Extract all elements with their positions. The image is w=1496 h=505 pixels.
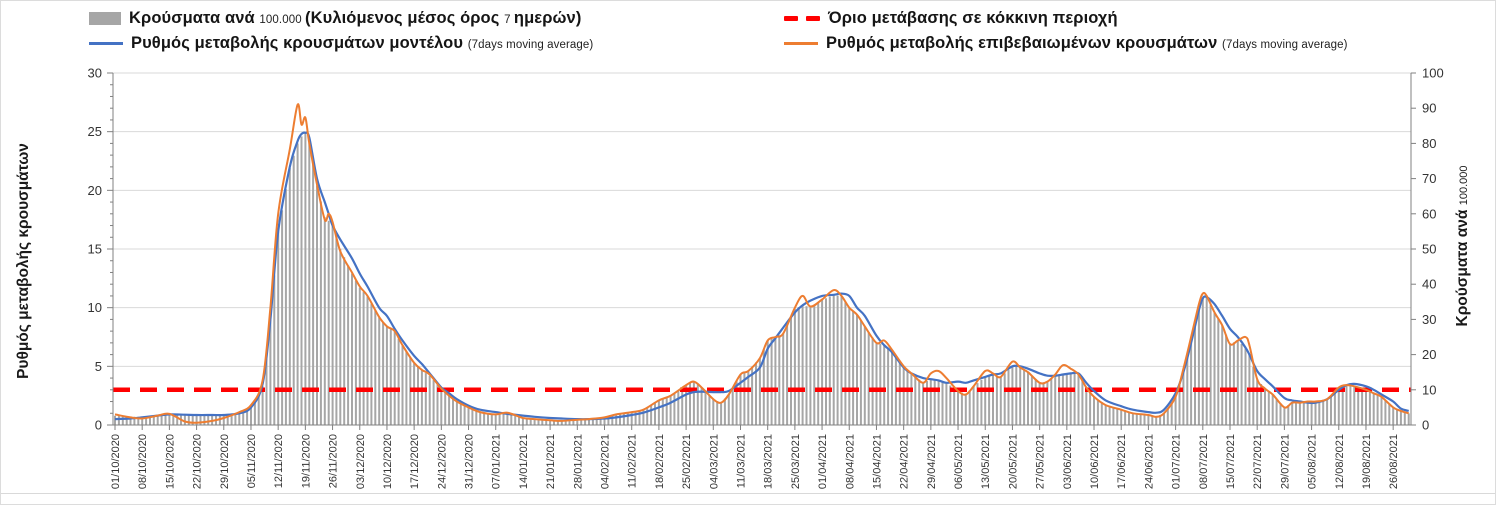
legend-item-model-line: Ρυθμός μεταβολής κρουσμάτων μοντέλου (7d… [89, 34, 593, 53]
x-axis-label: 12/11/2020 [273, 434, 285, 488]
confirmed-rate-line [114, 103, 1409, 424]
legend-label: Όριο μετάβασης σε κόκκινη περιοχή [828, 9, 1118, 27]
x-axis-label: 15/04/2021 [871, 434, 883, 489]
left-axis-tick-label: 20 [88, 183, 102, 198]
legend-item-confirmed-line: Ρυθμός μεταβολής επιβεβαιωμένων κρουσμάτ… [784, 34, 1348, 53]
gridlines [113, 72, 1411, 367]
x-axis-label: 13/05/2021 [980, 434, 992, 489]
x-axis-label: 04/03/2021 [708, 434, 720, 489]
left-axis-tick-label: 5 [95, 359, 102, 374]
left-axis-tick-label: 0 [95, 418, 102, 433]
x-axis-label: 05/11/2020 [246, 434, 258, 488]
right-axis-tick-label: 80 [1422, 136, 1436, 151]
left-axis-tick-label: 30 [88, 66, 102, 81]
right-axis-tick-label: 40 [1422, 277, 1436, 292]
legend-label: Ρυθμός μεταβολής κρουσμάτων μοντέλου (7d… [131, 34, 594, 52]
x-axis-label: 22/04/2021 [899, 434, 911, 489]
x-axis-label: 29/04/2021 [926, 434, 938, 489]
right-axis-tick-label: 10 [1422, 382, 1436, 397]
x-axis-label: 18/02/2021 [654, 434, 666, 489]
right-axis-tick-label: 0 [1422, 418, 1429, 433]
right-axis-tick-label: 70 [1422, 171, 1436, 186]
legend-item-red-threshold: Όριο μετάβασης σε κόκκινη περιοχή [784, 9, 1118, 28]
rate-lines [114, 103, 1410, 424]
chart-bottom-border [1, 493, 1495, 494]
x-axis-label: 18/03/2021 [763, 434, 775, 489]
right-axis-tick-label: 20 [1422, 347, 1436, 362]
x-axis-label: 15/07/2021 [1225, 434, 1237, 489]
x-axis-label: 29/07/2021 [1279, 434, 1291, 489]
x-axis-label: 31/12/2020 [464, 434, 476, 489]
x-axis-label: 22/07/2021 [1252, 434, 1264, 489]
right-axis-tick-label: 50 [1422, 242, 1436, 257]
left-axis-title: Ρυθμός μεταβολής κρουσμάτων [15, 143, 32, 379]
plot-area: 0 5 10 15 20 25 30 0 10 20 30 40 50 60 70 80 90 100 01/10/… [15, 66, 1471, 490]
x-axis-label: 03/06/2021 [1062, 434, 1074, 489]
x-axis-label: 05/08/2021 [1307, 434, 1319, 489]
left-axis-tick-label: 25 [88, 124, 102, 139]
x-axis-label: 15/10/2020 [164, 434, 176, 489]
red-threshold-marker-icon [784, 16, 820, 21]
right-axis-tick-label: 60 [1422, 206, 1436, 221]
x-axis-label: 21/01/2021 [545, 434, 557, 489]
x-axis-label: 20/05/2021 [1007, 434, 1019, 489]
x-axis-label: 17/06/2021 [1116, 434, 1128, 489]
legend-label: Κρούσματα ανά 100.000 (Κυλιόμενος μέσος … [129, 9, 582, 27]
x-axis-label: 07/01/2021 [491, 434, 503, 489]
x-axis-label: 17/12/2020 [409, 434, 421, 489]
x-axis-label: 08/04/2021 [844, 434, 856, 489]
legend-label: Ρυθμός μεταβολής επιβεβαιωμένων κρουσμάτ… [826, 34, 1348, 52]
x-axis-label: 11/02/2021 [627, 434, 639, 488]
x-axis-label: 01/04/2021 [817, 434, 829, 489]
x-axis-label: 24/06/2021 [1143, 434, 1155, 489]
chart-legend: Κρούσματα ανά 100.000 (Κυλιόμενος μέσος … [1, 1, 1495, 59]
x-axis-label: 19/11/2020 [300, 434, 312, 488]
axes: 0 5 10 15 20 25 30 0 10 20 30 40 50 60 70 80 90 100 01/10/… [88, 66, 1444, 490]
x-axis-label: 19/08/2021 [1361, 434, 1373, 489]
x-axis-label: 08/10/2020 [137, 434, 149, 489]
x-axis-label: 25/03/2021 [790, 434, 802, 489]
model-line-marker-icon [89, 42, 123, 45]
x-axis-label: 27/05/2021 [1035, 434, 1047, 489]
x-axis-label: 06/05/2021 [953, 434, 965, 489]
x-axis-label: 01/10/2020 [110, 434, 122, 489]
x-axis-label: 08/07/2021 [1198, 434, 1210, 489]
x-axis-label: 10/12/2020 [382, 434, 394, 489]
x-axis-label: 28/01/2021 [572, 434, 584, 489]
x-axis-label: 26/11/2020 [328, 434, 340, 488]
right-axis-tick-label: 30 [1422, 312, 1436, 327]
x-axis-label: 03/12/2020 [355, 434, 367, 489]
x-axis-label: 29/10/2020 [219, 434, 231, 489]
cases-bars-marker-icon [89, 12, 121, 25]
left-axis-tick-label: 10 [88, 300, 102, 315]
x-axis-label: 01/07/2021 [1171, 434, 1183, 489]
x-axis-label: 14/01/2021 [518, 434, 530, 489]
cases-bars-series [114, 132, 1410, 426]
x-axis-label: 11/03/2021 [735, 434, 747, 488]
x-axis-label: 26/08/2021 [1388, 434, 1400, 489]
right-axis-tick-label: 100 [1422, 66, 1444, 81]
legend-item-cases-bars: Κρούσματα ανά 100.000 (Κυλιόμενος μέσος … [89, 9, 581, 28]
x-axis-label: 25/02/2021 [681, 434, 693, 489]
x-axis-label: 24/12/2020 [436, 434, 448, 489]
right-axis-title: Κρούσματα ανά 100.000 [1454, 166, 1471, 327]
confirmed-line-marker-icon [784, 42, 818, 45]
left-axis-tick-label: 15 [88, 242, 102, 257]
right-axis-tick-label: 90 [1422, 101, 1436, 116]
x-axis-label: 12/08/2021 [1334, 434, 1346, 489]
x-axis-label: 04/02/2021 [600, 434, 612, 489]
x-axis-label: 10/06/2021 [1089, 434, 1101, 489]
x-axis-label: 22/10/2020 [192, 434, 204, 489]
